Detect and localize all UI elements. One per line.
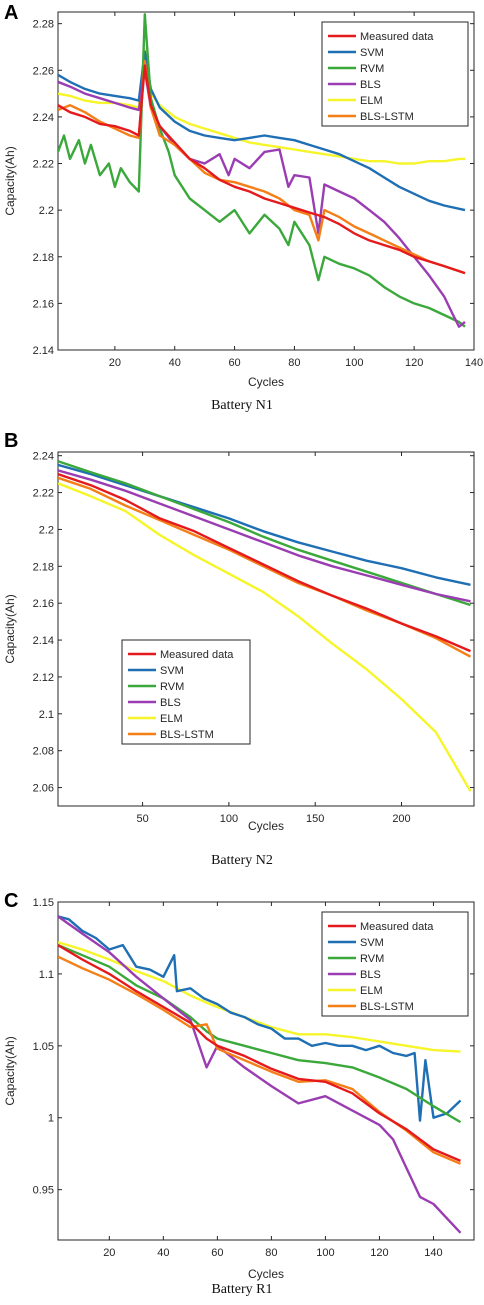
panel-label: A: [4, 2, 19, 24]
chart-panel-c: C 0.95 1 1.05 1.1 1.15 20 40 60 80 100 120 140 Cycle…: [0, 890, 484, 1305]
x-tick-label: 120: [370, 1247, 388, 1259]
capacity-chart-battery-n2: 2.06 2.08 2.1 2.12 2.14 2.16 2.18 2.2 2.22 2.24 50…: [3, 451, 475, 833]
x-axis-label: Cycles: [248, 375, 284, 389]
y-tick-label: 1.05: [33, 1041, 54, 1053]
y-axis-label: Capacity(Ah): [3, 594, 17, 663]
y-tick-label: 2.22: [33, 488, 54, 500]
x-tick-label: 100: [345, 357, 363, 369]
legend-label: SVM: [160, 665, 184, 677]
series-line-bls: [58, 915, 462, 1234]
y-tick-label: 2.2: [39, 524, 54, 536]
series-line-bls: [58, 69, 466, 328]
y-tick-label: 2.1: [39, 709, 54, 721]
x-tick-label: 100: [220, 813, 238, 825]
x-tick-label: 80: [288, 357, 300, 369]
x-tick-label: 80: [265, 1247, 277, 1259]
legend-label: BLS-LSTM: [360, 111, 414, 123]
legend: Measured data SVM RVM BLS ELM BLS-LSTM: [321, 21, 469, 127]
y-axis-label: Capacity(Ah): [3, 1036, 17, 1105]
series-line-measured-data: [58, 472, 471, 653]
y-axis-label: Capacity(Ah): [3, 146, 17, 215]
y-tick-label: 2.12: [33, 672, 54, 684]
legend: Measured data SVM RVM BLS ELM BLS-LSTM: [121, 639, 251, 745]
x-tick-label: 40: [157, 1247, 169, 1259]
legend: Measured data SVM RVM BLS ELM BLS-LSTM: [321, 911, 469, 1017]
x-tick-label: 50: [136, 813, 148, 825]
legend-label: RVM: [360, 953, 384, 965]
y-tick-label: 2.24: [33, 451, 54, 463]
series-line-rvm: [58, 460, 471, 607]
panel-label: C: [4, 890, 19, 912]
panel-label: B: [4, 430, 19, 452]
legend-label: SVM: [360, 937, 384, 949]
x-tick-label: 60: [211, 1247, 223, 1259]
x-tick-label: 40: [169, 357, 181, 369]
legend-label: Measured data: [360, 921, 434, 933]
chart-caption: Battery N1: [211, 398, 273, 413]
x-axis-label: Cycles: [248, 819, 284, 833]
series-line-bls: [58, 469, 471, 603]
y-tick-label: 2.28: [33, 19, 54, 31]
x-axis-label: Cycles: [248, 1267, 284, 1281]
legend-label: BLS: [360, 79, 381, 91]
y-tick-label: 2.16: [33, 298, 54, 310]
series-line-svm: [58, 50, 466, 212]
y-tick-label: 1.1: [39, 969, 54, 981]
x-tick-label: 140: [465, 357, 483, 369]
legend-label: ELM: [360, 985, 383, 997]
x-tick-label: 20: [109, 357, 121, 369]
series-line-bls-lstm: [58, 59, 466, 275]
chart-panel-a: A 2.14 2.16 2.18 2.2 2.22 2.24 2.26 2.28 20 40 60 8…: [0, 0, 484, 430]
legend-label: BLS-LSTM: [360, 1001, 414, 1013]
legend-label: BLS: [360, 969, 381, 981]
legend-box: [321, 21, 469, 127]
series-line-elm: [58, 48, 465, 165]
series-line-elm: [58, 482, 472, 792]
legend-label: ELM: [360, 95, 383, 107]
legend-label: SVM: [360, 47, 384, 59]
chart-caption: Battery N2: [211, 853, 273, 868]
y-tick-label: 2.08: [33, 746, 54, 758]
x-tick-label: 150: [306, 813, 324, 825]
y-tick-label: 2.14: [33, 345, 54, 357]
legend-label: Measured data: [160, 649, 234, 661]
legend-label: RVM: [160, 681, 184, 693]
capacity-chart-battery-n1: 2.14 2.16 2.18 2.2 2.22 2.24 2.26 2.28 20 40 60 80 1…: [3, 11, 483, 389]
y-tick-label: 2.16: [33, 598, 54, 610]
legend-box: [121, 639, 251, 745]
chart-panel-b: B 2.06 2.08 2.1 2.12 2.14 2.16 2.18 2.2 2.22 2.24…: [0, 430, 484, 870]
legend-label: BLS: [160, 697, 181, 709]
y-tick-label: 2.18: [33, 561, 54, 573]
y-tick-label: 2.26: [33, 65, 54, 77]
y-tick-label: 1: [48, 1113, 54, 1125]
series-line-measured-data: [58, 944, 461, 1163]
capacity-chart-battery-r1: 0.95 1 1.05 1.1 1.15 20 40 60 80 100 120 140 Cycles C…: [3, 897, 475, 1281]
y-tick-label: 1.15: [33, 897, 54, 909]
series-line-rvm: [58, 943, 462, 1124]
y-tick-label: 2.24: [33, 112, 54, 124]
chart-caption: Battery R1: [211, 1282, 273, 1297]
series-line-measured-data: [58, 64, 466, 275]
x-tick-label: 200: [392, 813, 410, 825]
y-tick-label: 2.2: [39, 205, 54, 217]
y-tick-label: 2.18: [33, 252, 54, 264]
y-tick-label: 2.22: [33, 159, 54, 171]
legend-box: [321, 911, 469, 1017]
x-tick-label: 20: [103, 1247, 115, 1259]
legend-label: ELM: [160, 713, 183, 725]
x-tick-label: 60: [228, 357, 240, 369]
x-tick-label: 120: [405, 357, 423, 369]
x-tick-label: 140: [424, 1247, 442, 1259]
series-line-rvm: [58, 13, 466, 328]
series-line-svm: [58, 463, 471, 586]
x-tick-label: 100: [316, 1247, 334, 1259]
legend-label: BLS-LSTM: [160, 729, 214, 741]
y-tick-label: 0.95: [33, 1185, 54, 1197]
legend-label: RVM: [360, 63, 384, 75]
series-line-svm: [58, 915, 462, 1122]
y-tick-label: 2.06: [33, 783, 54, 795]
y-tick-label: 2.14: [33, 635, 54, 647]
legend-label: Measured data: [360, 31, 434, 43]
